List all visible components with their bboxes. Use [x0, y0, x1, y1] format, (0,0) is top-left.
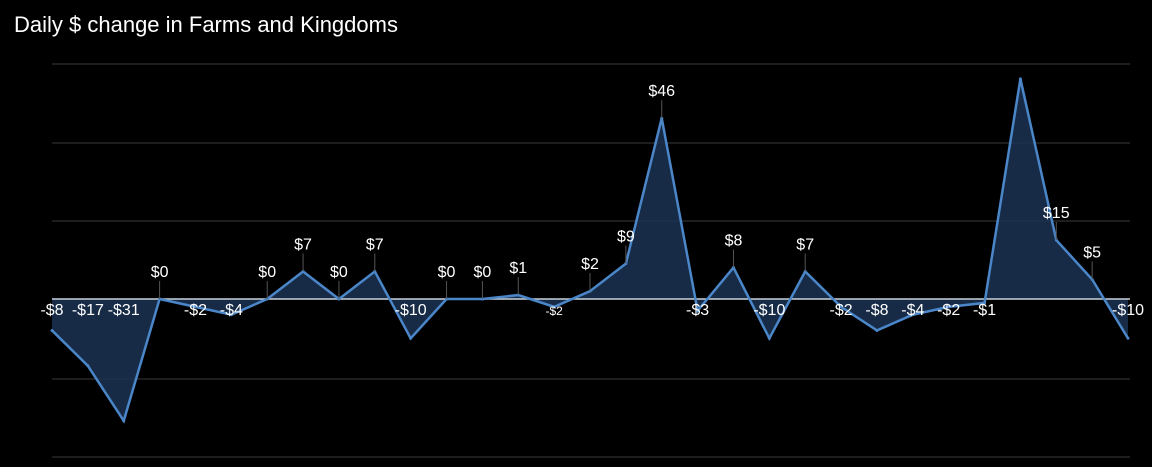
data-point — [193, 305, 197, 309]
data-label: -$10 — [753, 302, 785, 319]
area-fill — [52, 78, 1128, 421]
data-label: -$1 — [973, 302, 996, 319]
data-point — [86, 364, 90, 368]
data-point — [229, 313, 233, 317]
data-point — [1126, 336, 1130, 340]
data-label: -$4 — [220, 302, 243, 319]
data-label: $9 — [617, 229, 635, 246]
data-label: -$3 — [686, 302, 709, 319]
data-label: $2 — [581, 256, 599, 273]
data-label: -$17 — [72, 302, 104, 319]
data-label: $0 — [151, 264, 169, 281]
data-point — [947, 305, 951, 309]
data-point — [1018, 77, 1022, 81]
data-point — [552, 305, 556, 309]
data-label: -$10 — [1112, 302, 1144, 319]
data-label: -$10 — [395, 302, 427, 319]
data-label: -$4 — [901, 302, 924, 319]
data-label: -$2 — [184, 302, 207, 319]
chart-title: Daily $ change in Farms and Kingdoms — [14, 12, 398, 37]
data-label: $8 — [725, 233, 743, 250]
data-label: $46 — [648, 83, 675, 100]
data-label: -$8 — [865, 302, 888, 319]
data-point — [767, 336, 771, 340]
data-label: $0 — [330, 264, 348, 281]
data-label: $7 — [294, 236, 312, 253]
data-label: -$2 — [937, 302, 960, 319]
data-label: $0 — [258, 264, 276, 281]
data-label: -$31 — [108, 302, 140, 319]
data-label: -$2 — [830, 302, 853, 319]
data-label: $1 — [509, 260, 527, 277]
data-label: $0 — [474, 264, 492, 281]
data-point — [409, 336, 413, 340]
data-point — [875, 328, 879, 332]
data-point — [983, 301, 987, 305]
data-label: $15 — [1043, 205, 1070, 222]
data-label: $0 — [438, 264, 456, 281]
data-label: $5 — [1083, 244, 1101, 261]
data-label: $7 — [796, 236, 814, 253]
data-label: $7 — [366, 236, 384, 253]
series-line — [51, 78, 1130, 424]
data-point — [696, 309, 700, 313]
data-label: -$8 — [40, 302, 63, 319]
data-point — [911, 313, 915, 317]
data-point — [839, 305, 843, 309]
data-point — [50, 328, 54, 332]
data-label: -$2 — [545, 304, 563, 318]
data-point — [122, 419, 126, 423]
